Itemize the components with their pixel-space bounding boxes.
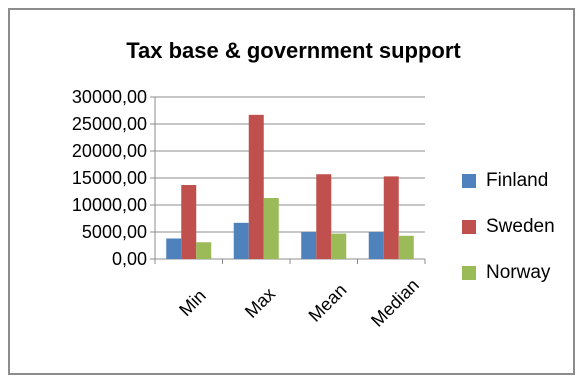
legend-swatch-finland	[462, 174, 476, 188]
legend-label-norway: Norway	[486, 262, 551, 283]
legend-swatch-norway	[462, 266, 476, 280]
y-tick-label: 20000,00	[72, 141, 147, 161]
bar-norway-min	[196, 242, 212, 259]
y-tick-label: 30000,00	[72, 87, 147, 107]
bar-sweden-max	[248, 114, 264, 259]
legend-label-finland: Finland	[486, 170, 549, 191]
bar-finland-max	[233, 222, 249, 259]
x-tick-label: Max	[241, 284, 279, 322]
legend-swatch-sweden	[462, 220, 476, 234]
x-tick-label: Mean	[305, 280, 351, 326]
bar-finland-min	[166, 238, 182, 259]
legend-item-norway: Norway	[462, 260, 582, 286]
legend-item-finland: Finland	[462, 168, 582, 194]
bar-sweden-min	[181, 185, 197, 259]
legend-label-sweden: Sweden	[486, 216, 555, 237]
bar-sweden-median	[383, 176, 399, 259]
y-tick-label: 15000,00	[72, 168, 147, 188]
y-tick-label: 10000,00	[72, 195, 147, 215]
bar-finland-mean	[301, 232, 317, 259]
chart-title: Tax base & government support	[126, 38, 461, 63]
bar-norway-max	[263, 197, 279, 259]
y-tick-label: 25000,00	[72, 114, 147, 134]
bar-norway-mean	[331, 233, 347, 259]
chart-area	[8, 8, 575, 375]
legend-item-sweden: Sweden	[462, 214, 582, 240]
bar-norway-median	[398, 235, 414, 259]
x-tick-label: Median	[367, 275, 423, 331]
x-tick-label: Min	[175, 285, 210, 320]
y-tick-label: 0,00	[112, 249, 147, 269]
bar-sweden-mean	[316, 174, 332, 259]
y-tick-label: 5000,00	[82, 222, 147, 242]
bar-finland-median	[368, 232, 384, 259]
